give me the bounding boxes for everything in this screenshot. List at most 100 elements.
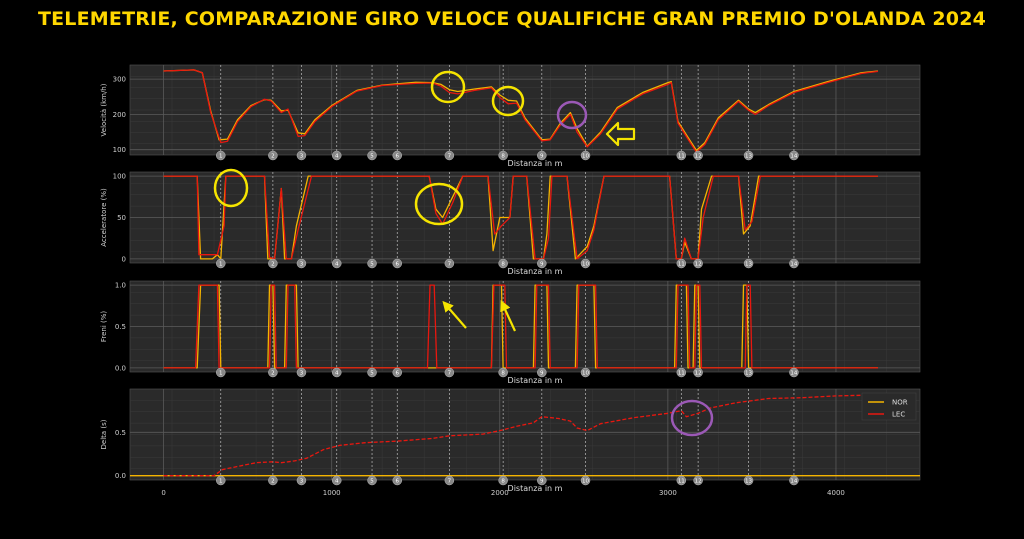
- corner-marker: [498, 475, 508, 486]
- corner-marker: [789, 258, 799, 269]
- x-tick-label: 4000: [827, 489, 845, 497]
- y-tick-label: 50: [117, 214, 126, 222]
- highlight-circle: [491, 85, 525, 117]
- corner-label: 12: [695, 479, 702, 485]
- corner-marker: [296, 258, 307, 269]
- corner-marker: [743, 150, 754, 161]
- corner-label: 5: [370, 262, 374, 268]
- corner-label: 12: [695, 154, 702, 160]
- corner-marker: [693, 475, 703, 486]
- series-line-lec-brake: [163, 284, 878, 369]
- corner-marker: [580, 258, 591, 269]
- y-tick-label: 0.0: [115, 364, 126, 372]
- corner-marker: [693, 258, 703, 269]
- corner-label: 10: [582, 154, 589, 160]
- corner-marker: [296, 150, 307, 161]
- annotations: [213, 70, 714, 437]
- x-tick-label: 0: [161, 489, 165, 497]
- series-line-lec-throttle: [163, 175, 878, 260]
- corner-marker: [498, 367, 508, 378]
- corner-marker: [392, 475, 403, 486]
- corner-marker: [789, 367, 799, 378]
- corner-marker: [216, 258, 226, 269]
- corner-marker: [676, 475, 687, 486]
- corner-label: 6: [396, 479, 400, 485]
- corner-label: 5: [370, 479, 374, 485]
- corner-marker: [392, 258, 403, 269]
- corner-marker: [268, 258, 278, 269]
- corner-label: 14: [790, 371, 797, 377]
- corner-marker: [444, 475, 455, 486]
- corner-label: 8: [501, 262, 505, 268]
- corner-label: 5: [370, 371, 374, 377]
- corner-marker: [367, 150, 377, 161]
- corner-label: 13: [745, 262, 752, 268]
- legend-box: [861, 392, 917, 421]
- corner-label: 14: [790, 479, 797, 485]
- corner-label: 3: [300, 371, 304, 377]
- corner-label: 2: [271, 154, 275, 160]
- corner-label: 4: [335, 154, 339, 160]
- legend: NOR LEC: [861, 392, 917, 421]
- corner-label: 1: [219, 371, 223, 377]
- corner-marker: [367, 258, 377, 269]
- corner-marker: [331, 150, 342, 161]
- y-tick-label: 0.5: [115, 429, 126, 437]
- corner-label: 3: [300, 154, 304, 160]
- corner-label: 6: [396, 154, 400, 160]
- corner-label: 3: [300, 262, 304, 268]
- corner-label: 7: [448, 262, 452, 268]
- corner-marker: [444, 258, 455, 269]
- arrow-icon: [500, 300, 516, 332]
- corner-label: 7: [448, 154, 452, 160]
- y-axis-label: Delta (s): [100, 419, 108, 449]
- y-axis-label: Velocità (km/h): [100, 83, 108, 136]
- corner-marker: [676, 258, 687, 269]
- corner-marker: [743, 258, 754, 269]
- corner-label: 10: [582, 371, 589, 377]
- corner-label: 3: [300, 479, 304, 485]
- corner-marker: [789, 150, 799, 161]
- corner-label: 13: [745, 154, 752, 160]
- y-tick-label: 1.0: [115, 282, 126, 290]
- corner-marker: [743, 475, 754, 486]
- highlight-circle: [414, 182, 464, 226]
- corner-label: 9: [540, 371, 544, 377]
- corner-marker: [444, 150, 455, 161]
- corner-label: 11: [678, 371, 685, 377]
- highlight-circle: [670, 399, 714, 437]
- corner-marker: [216, 367, 226, 378]
- corner-label: 1: [219, 154, 223, 160]
- corner-marker: [693, 367, 703, 378]
- corner-label: 4: [335, 479, 339, 485]
- corner-marker: [268, 475, 278, 486]
- corner-label: 9: [540, 262, 544, 268]
- corner-label: 10: [582, 262, 589, 268]
- y-tick-label: 200: [113, 111, 126, 119]
- corner-marker: [743, 367, 754, 378]
- corner-label: 13: [745, 371, 752, 377]
- corner-label: 8: [501, 371, 505, 377]
- corner-label: 5: [370, 154, 374, 160]
- corner-marker: [789, 475, 799, 486]
- corner-marker: [296, 475, 307, 486]
- x-axis-label: Distanza in m: [508, 159, 563, 168]
- corner-label: 14: [790, 262, 797, 268]
- x-tick-label: 2000: [491, 489, 509, 497]
- corner-label: 1: [219, 479, 223, 485]
- corner-marker: [296, 367, 307, 378]
- y-tick-label: 100: [113, 146, 126, 154]
- highlight-circle: [556, 100, 588, 130]
- corner-label: 7: [448, 479, 452, 485]
- highlight-circle: [430, 70, 466, 104]
- corner-marker: [537, 258, 547, 269]
- corner-label: 6: [396, 371, 400, 377]
- y-tick-label: 100: [113, 173, 126, 181]
- corner-marker: [392, 367, 403, 378]
- y-tick-label: 0.0: [115, 472, 126, 480]
- corner-label: 11: [678, 262, 685, 268]
- corner-marker: [537, 150, 547, 161]
